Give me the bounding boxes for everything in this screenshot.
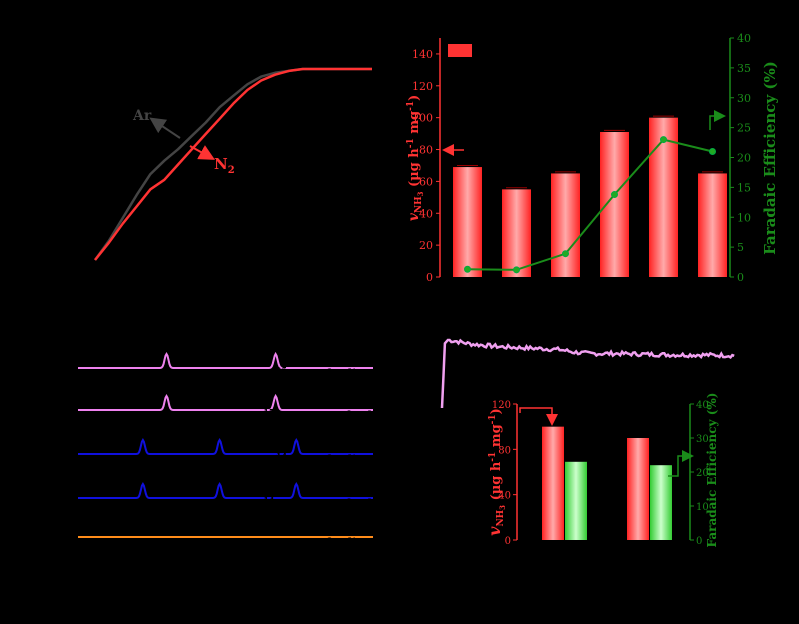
yield-bar — [600, 132, 629, 277]
nmr-label-line2: gas for NRR — [292, 550, 368, 563]
cycle-green-bar — [650, 465, 672, 540]
left-tick-label: 80 — [419, 144, 433, 157]
yield-bar — [502, 189, 531, 277]
cycle-left-ticks: 0 40 80 120 — [492, 400, 517, 547]
nmr-trace-3 — [78, 481, 373, 499]
nmr-trace-2 — [78, 437, 373, 455]
cycle-left-tick-label: 120 — [492, 400, 511, 411]
left-axis-ticks: 0 20 40 60 80 100 120 140 — [412, 48, 440, 284]
right-tick-label: 0 — [737, 271, 744, 284]
right-tick-label: 15 — [737, 181, 751, 194]
stability-trace — [440, 338, 735, 409]
left-tick-label: 0 — [426, 271, 433, 284]
cycle-panel: 0 40 80 120 0 10 20 30 40 vNH3 (μg h-1 mg-1) Fa… — [485, 393, 719, 548]
fe-polyline — [467, 138, 713, 271]
nmr-label-line1: 15N2 as feeding — [276, 365, 372, 380]
right-axis-title: Faradaic Efficiency (%) — [761, 61, 779, 255]
cycle-bars — [542, 426, 672, 540]
cycle-left-tick-label: 80 — [498, 445, 511, 456]
cycle-right-tick-label: 40 — [696, 400, 709, 411]
left-tick-label: 20 — [419, 239, 433, 252]
ar-arrow — [149, 117, 181, 139]
yield-bar — [453, 167, 482, 277]
stability-panel — [440, 338, 735, 409]
ar-annotation: Ar — [132, 108, 152, 124]
nmr-label-line2: gas for NRR — [292, 381, 368, 394]
left-tick-label: 60 — [419, 175, 433, 188]
right-tick-label: 25 — [737, 122, 751, 135]
fe-point — [562, 250, 569, 258]
legend-swatch — [448, 44, 472, 57]
fe-point — [660, 136, 667, 144]
right-tick-label: 35 — [737, 62, 751, 75]
cycle-right-axis-title: Faradaic Efficiency (%) — [705, 393, 719, 548]
cycle-green-bar — [565, 461, 587, 540]
cycle-left-axis-title: vNH3 (μg h-1 mg-1) — [485, 408, 507, 536]
n2-annotation: N2 — [214, 155, 235, 176]
cycle-right-tick-label: 0 — [696, 536, 702, 547]
fe-point — [709, 148, 716, 156]
left-tick-label: 140 — [412, 48, 433, 61]
yield-fe-panel: 0 20 40 60 80 100 120 140 0 5 10 15 20 25 30 35 40 vNH3… — [406, 32, 779, 284]
cycle-right-ticks: 0 10 20 30 40 — [690, 400, 709, 547]
right-tick-label: 5 — [737, 241, 744, 254]
nmr-label-line2: gas for NRR — [292, 467, 368, 480]
right-axis-ticks: 0 5 10 15 20 25 30 35 40 — [730, 32, 751, 284]
left-axis-title: vNH3 (μg h-1 mg-1) — [406, 95, 425, 222]
lsv-curve-1 — [94, 67, 372, 261]
left-tick-label: 40 — [419, 207, 433, 220]
yield-bar — [551, 173, 580, 277]
nmr-label-line1: 15NH4+ Standard — [263, 407, 372, 422]
cycle-red-bar — [627, 438, 649, 540]
nmr-trace-0 — [78, 351, 373, 369]
yield-bar — [698, 173, 727, 277]
cycle-right-tick-label: 20 — [696, 468, 709, 479]
fe-line — [464, 136, 716, 274]
fe-point — [464, 265, 471, 273]
yield-bar — [649, 117, 678, 278]
right-tick-label: 10 — [737, 211, 751, 224]
nmr-label-line1: Ar as feeding — [289, 536, 372, 549]
right-tick-label: 20 — [737, 152, 751, 165]
cycle-left-indicator — [519, 407, 558, 426]
fe-point — [611, 191, 618, 199]
cycle-left-tick-label: 40 — [498, 491, 511, 502]
cycle-right-tick-label: 30 — [696, 434, 709, 445]
cycle-right-tick-label: 10 — [696, 502, 709, 513]
fe-point — [513, 266, 520, 274]
left-tick-label: 100 — [412, 112, 433, 125]
cycle-left-tick-label: 0 — [505, 536, 511, 547]
right-indicator-arrow — [709, 110, 726, 130]
lsv-panel: Ar N2 — [93, 67, 372, 261]
cycle-red-bar — [542, 426, 564, 540]
nmr-label-line1: 14N2 as feeding — [276, 451, 372, 466]
right-tick-label: 40 — [737, 32, 751, 45]
nmr-trace-1 — [78, 393, 373, 411]
nmr-label-line1: 14NH4+ Standard — [263, 495, 372, 510]
right-tick-label: 30 — [737, 92, 751, 105]
cycle-right-indicator — [668, 450, 694, 477]
left-tick-label: 120 — [412, 80, 433, 93]
yield-bars — [453, 115, 727, 278]
